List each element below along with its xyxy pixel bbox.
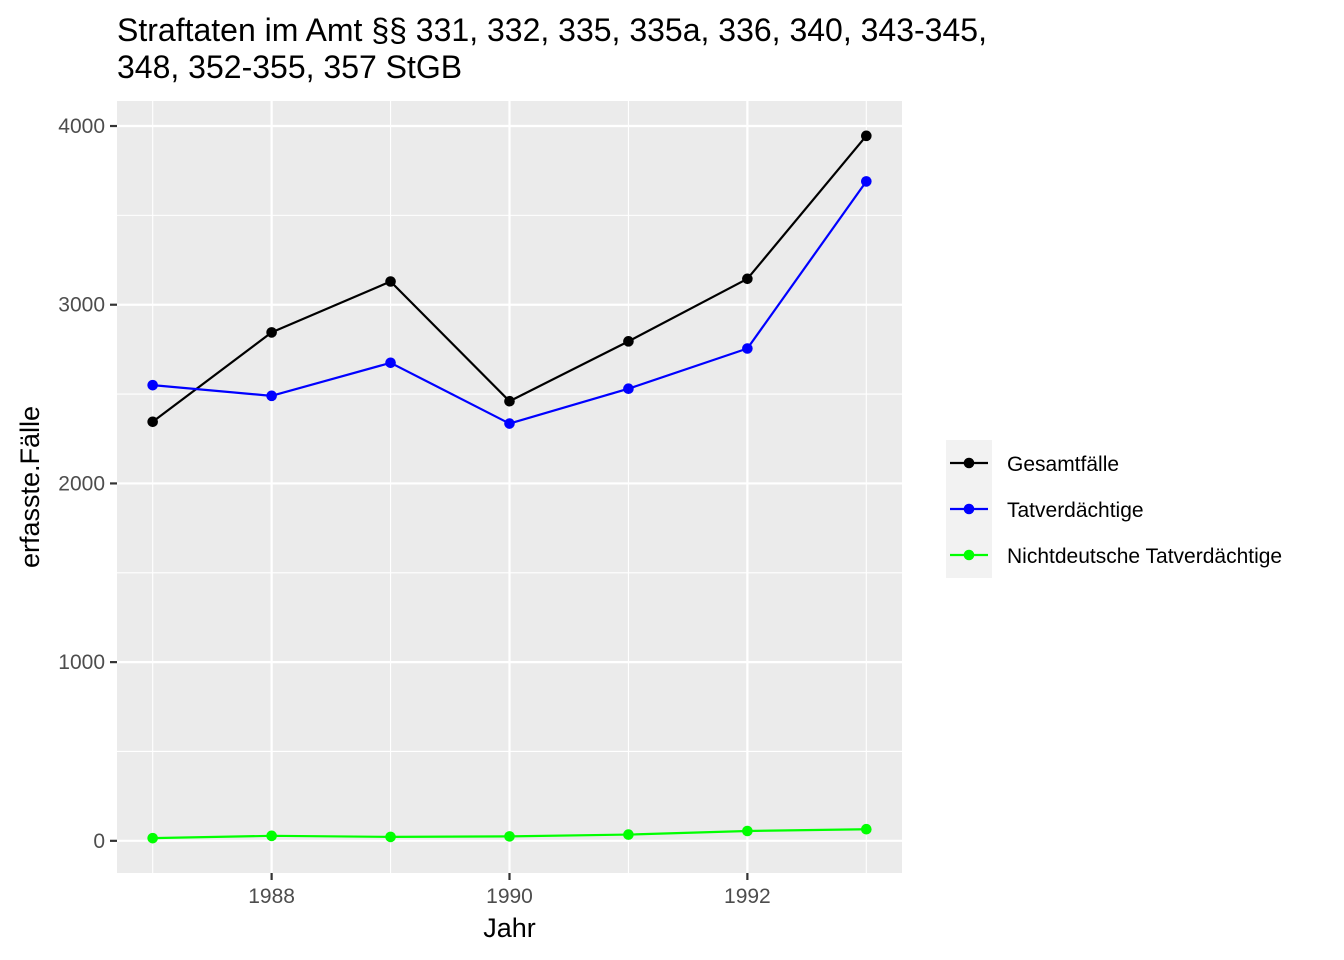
data-point — [385, 831, 396, 843]
major-gridlines — [117, 101, 902, 873]
data-point — [266, 830, 277, 842]
data-point — [742, 825, 753, 837]
data-point — [623, 829, 634, 840]
data-point — [504, 395, 515, 407]
y-tick-label: 0 — [93, 830, 105, 853]
data-point — [147, 379, 158, 391]
data-point — [861, 823, 872, 835]
y-tick-label: 3000 — [58, 294, 105, 317]
data-point — [742, 343, 753, 354]
y-axis-title: erfasste.Fälle — [15, 406, 45, 568]
y-axis: 0 1000 2000 3000 4000 — [58, 115, 117, 853]
legend-label: Tatverdächtige — [1007, 499, 1144, 522]
data-point — [385, 276, 396, 287]
series-points — [147, 130, 872, 844]
x-axis-title: Jahr — [483, 913, 536, 943]
data-point — [861, 130, 872, 142]
data-point — [266, 327, 277, 338]
data-point — [147, 832, 158, 844]
x-tick-label: 1990 — [486, 885, 533, 908]
legend: Gesamtfälle Tatverdächtige Nichtdeutsche T… — [946, 440, 1282, 578]
x-axis: 1988 1990 1992 — [248, 873, 771, 908]
data-point — [147, 416, 158, 428]
legend-key-point — [963, 549, 975, 561]
chart-title-line-2: 348, 352-355, 357 StGB — [117, 49, 462, 85]
y-tick-label: 4000 — [58, 115, 105, 138]
y-tick-label: 1000 — [58, 651, 105, 674]
data-point — [504, 831, 515, 842]
data-point — [623, 383, 634, 395]
legend-key-point — [963, 503, 975, 515]
legend-key-point — [963, 457, 975, 469]
data-point — [742, 273, 753, 285]
legend-label: Gesamtfälle — [1007, 453, 1119, 476]
x-tick-label: 1992 — [724, 885, 771, 908]
x-tick-label: 1988 — [248, 885, 295, 908]
data-point — [385, 357, 396, 369]
data-point — [623, 336, 634, 347]
data-point — [861, 176, 872, 187]
data-point — [266, 390, 277, 402]
y-tick-label: 2000 — [58, 472, 105, 495]
legend-label: Nichtdeutsche Tatverdächtige — [1007, 545, 1282, 568]
data-point — [504, 418, 515, 429]
chart-title-line-1: Straftaten im Amt §§ 331, 332, 335, 335a… — [117, 12, 987, 48]
